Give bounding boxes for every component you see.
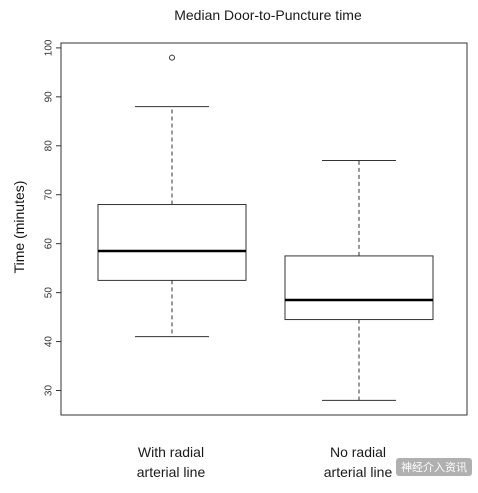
category-label-line1: With radial	[138, 444, 204, 460]
box-series	[97, 54, 434, 401]
y-tick-label: 100	[44, 39, 55, 56]
box-2	[284, 159, 434, 401]
y-tick-label: 70	[44, 189, 55, 201]
y-tick-label: 80	[44, 140, 55, 152]
category-label-line1: No radial	[330, 444, 386, 460]
iqr-box	[284, 255, 434, 321]
iqr-box	[97, 204, 247, 281]
chart-title: Median Door-to-Puncture time	[174, 7, 362, 23]
y-tick-label: 90	[44, 91, 55, 103]
plot-frame	[60, 42, 468, 416]
outlier-point	[169, 54, 175, 61]
y-tick-label: 30	[44, 385, 55, 397]
y-tick-label: 40	[44, 336, 55, 348]
y-tick-label: 50	[44, 287, 55, 299]
y-tick-label: 60	[44, 238, 55, 250]
watermark: 神经介入资讯	[396, 458, 472, 476]
category-label-line2: arterial line	[324, 464, 393, 480]
category-labels: With radial arterial line No radial arteria…	[137, 444, 393, 480]
y-axis-label: Time (minutes)	[11, 181, 27, 274]
y-axis: 30 40 50 60 70 80 90 100	[44, 39, 61, 397]
box-1	[97, 54, 247, 338]
category-label-line2: arterial line	[137, 464, 206, 480]
